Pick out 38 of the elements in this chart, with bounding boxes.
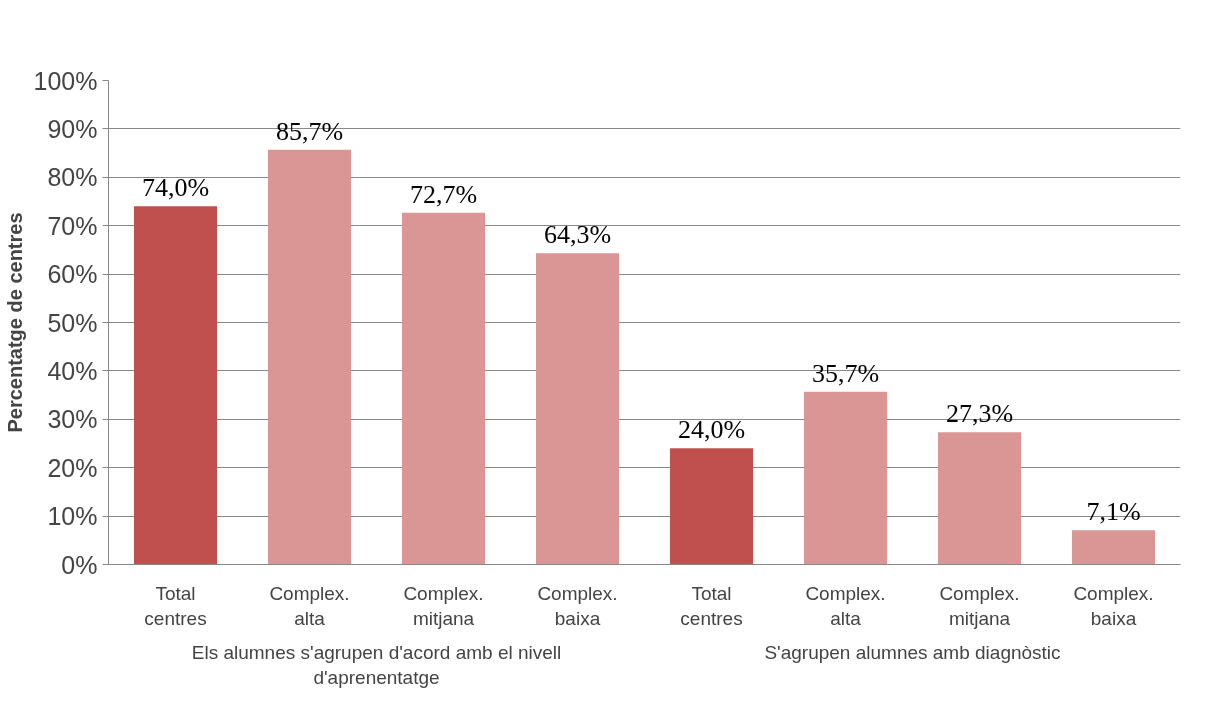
x-tick-label: Total centres [680,582,743,629]
bar [535,253,620,565]
x-tick-label: Complex. alta [269,582,350,629]
y-tick-label: 100% [33,66,98,95]
data-label: 64,3% [543,220,612,250]
y-tick-label: 90% [47,114,98,143]
bar [1071,530,1156,565]
bar [133,206,218,565]
data-label: 24,0% [677,415,746,445]
data-label: 74,0% [141,173,210,203]
y-tick-label: 20% [47,453,98,482]
text: Els alumnes s'agrupen d'acord amb el nivell d'aprenentatge [191,641,562,688]
data-label: 35,7% [811,358,880,388]
bar [401,212,486,565]
y-tick-label: 60% [47,260,98,289]
bar [669,448,754,565]
data-label: 27,3% [945,399,1014,429]
data-label: 72,7% [409,179,478,209]
data-label: 7,1% [1086,497,1141,527]
y-axis-title: Percentatge de centres [3,212,26,433]
x-tick-label: Complex. baixa [537,582,618,629]
x-tick-label: Complex. mitjana [939,582,1020,629]
data-label: 85,7% [275,116,344,146]
x-tick-label: Total centres [144,582,207,629]
y-tick-label: 10% [47,502,98,531]
y-tick-label: 50% [47,308,98,337]
bar [267,149,352,565]
y-tick-label: 30% [47,405,98,434]
y-tick-label: 80% [47,163,98,192]
x-tick-label: Complex. mitjana [403,582,484,629]
y-tick-label: 0% [61,550,98,579]
y-tick-label: 70% [47,211,98,240]
x-tick-label: Complex. baixa [1073,582,1154,629]
bar [937,432,1022,565]
y-tick-label: 40% [47,356,98,385]
text: S'agrupen alumnes amb diagnòstic [764,641,1061,663]
x-tick-label: Complex. alta [805,582,886,629]
bar [803,391,888,565]
